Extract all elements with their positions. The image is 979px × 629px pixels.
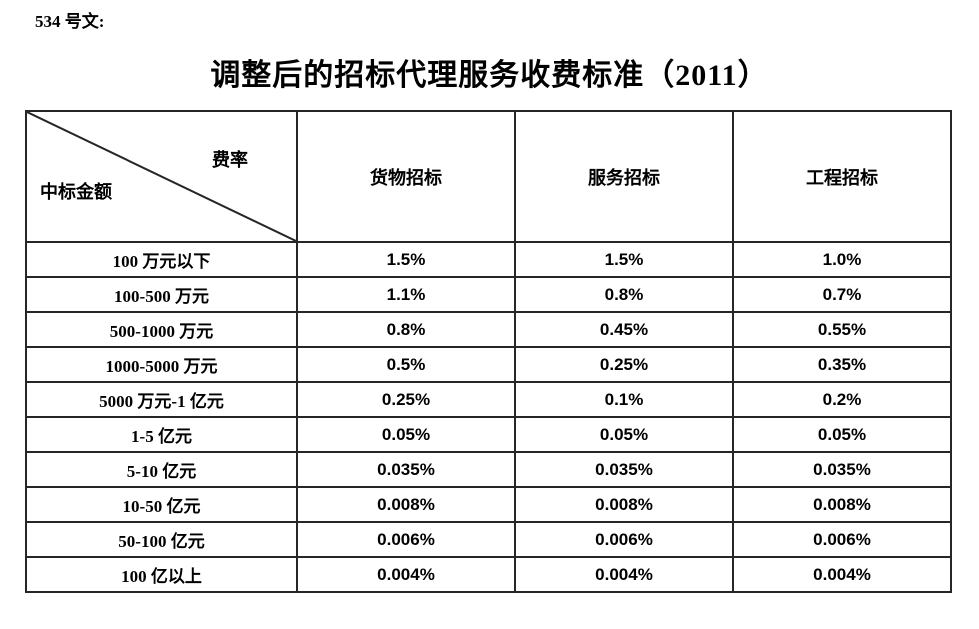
cell-value: 0.006%	[732, 521, 952, 558]
table-row: 100 亿以上 0.004% 0.004% 0.004%	[25, 556, 952, 593]
cell-value: 0.25%	[296, 381, 516, 418]
cell-value: 0.8%	[514, 276, 734, 313]
cell-value: 1.1%	[296, 276, 516, 313]
row-label: 5-10 亿元	[25, 451, 298, 488]
doc-number-label: 534 号文:	[35, 12, 105, 31]
cell-value: 0.7%	[732, 276, 952, 313]
row-label: 5000 万元-1 亿元	[25, 381, 298, 418]
table-row: 100 万元以下 1.5% 1.5% 1.0%	[25, 241, 952, 278]
table-row: 100-500 万元 1.1% 0.8% 0.7%	[25, 276, 952, 313]
row-label: 1000-5000 万元	[25, 346, 298, 383]
cell-value: 0.8%	[296, 311, 516, 348]
table-row: 500-1000 万元 0.8% 0.45% 0.55%	[25, 311, 952, 348]
cell-value: 1.0%	[732, 241, 952, 278]
cell-value: 0.25%	[514, 346, 734, 383]
cell-value: 0.004%	[514, 556, 734, 593]
cell-value: 0.5%	[296, 346, 516, 383]
cell-value: 0.1%	[514, 381, 734, 418]
cell-value: 0.05%	[514, 416, 734, 453]
cell-value: 0.035%	[296, 451, 516, 488]
cell-value: 0.05%	[296, 416, 516, 453]
diagonal-divider-line	[28, 113, 295, 240]
cell-value: 0.008%	[732, 486, 952, 523]
cell-value: 0.035%	[732, 451, 952, 488]
column-header-services: 服务招标	[514, 110, 734, 243]
cell-value: 0.008%	[296, 486, 516, 523]
cell-value: 0.35%	[732, 346, 952, 383]
cell-value: 0.45%	[514, 311, 734, 348]
corner-label-rate: 费率	[212, 150, 248, 170]
table-row: 1000-5000 万元 0.5% 0.25% 0.35%	[25, 346, 952, 383]
cell-value: 0.2%	[732, 381, 952, 418]
header-row: 费率 中标金额 货物招标 服务招标 工程招标	[25, 110, 952, 243]
table-row: 10-50 亿元 0.008% 0.008% 0.008%	[25, 486, 952, 523]
cell-value: 0.05%	[732, 416, 952, 453]
cell-value: 0.004%	[732, 556, 952, 593]
column-header-engineering: 工程招标	[732, 110, 952, 243]
column-header-goods: 货物招标	[296, 110, 516, 243]
row-label: 50-100 亿元	[25, 521, 298, 558]
table-row: 1-5 亿元 0.05% 0.05% 0.05%	[25, 416, 952, 453]
row-label: 1-5 亿元	[25, 416, 298, 453]
corner-label-amount: 中标金额	[40, 182, 112, 202]
table-row: 50-100 亿元 0.006% 0.006% 0.006%	[25, 521, 952, 558]
page-title: 调整后的招标代理服务收费标准（2011）	[210, 59, 769, 92]
row-label: 100 万元以下	[25, 241, 298, 278]
table-row: 5000 万元-1 亿元 0.25% 0.1% 0.2%	[25, 381, 952, 418]
cell-value: 0.55%	[732, 311, 952, 348]
row-label: 10-50 亿元	[25, 486, 298, 523]
cell-value: 0.006%	[514, 521, 734, 558]
cell-value: 1.5%	[514, 241, 734, 278]
cell-value: 0.006%	[296, 521, 516, 558]
fee-table: 费率 中标金额 货物招标 服务招标 工程招标 100 万元以下 1.5% 1.5…	[25, 110, 952, 593]
row-label: 500-1000 万元	[25, 311, 298, 348]
cell-value: 0.035%	[514, 451, 734, 488]
cell-value: 1.5%	[296, 241, 516, 278]
row-label: 100 亿以上	[25, 556, 298, 593]
row-label: 100-500 万元	[25, 276, 298, 313]
cell-value: 0.008%	[514, 486, 734, 523]
table-row: 5-10 亿元 0.035% 0.035% 0.035%	[25, 451, 952, 488]
corner-cell: 费率 中标金额	[25, 110, 298, 243]
cell-value: 0.004%	[296, 556, 516, 593]
